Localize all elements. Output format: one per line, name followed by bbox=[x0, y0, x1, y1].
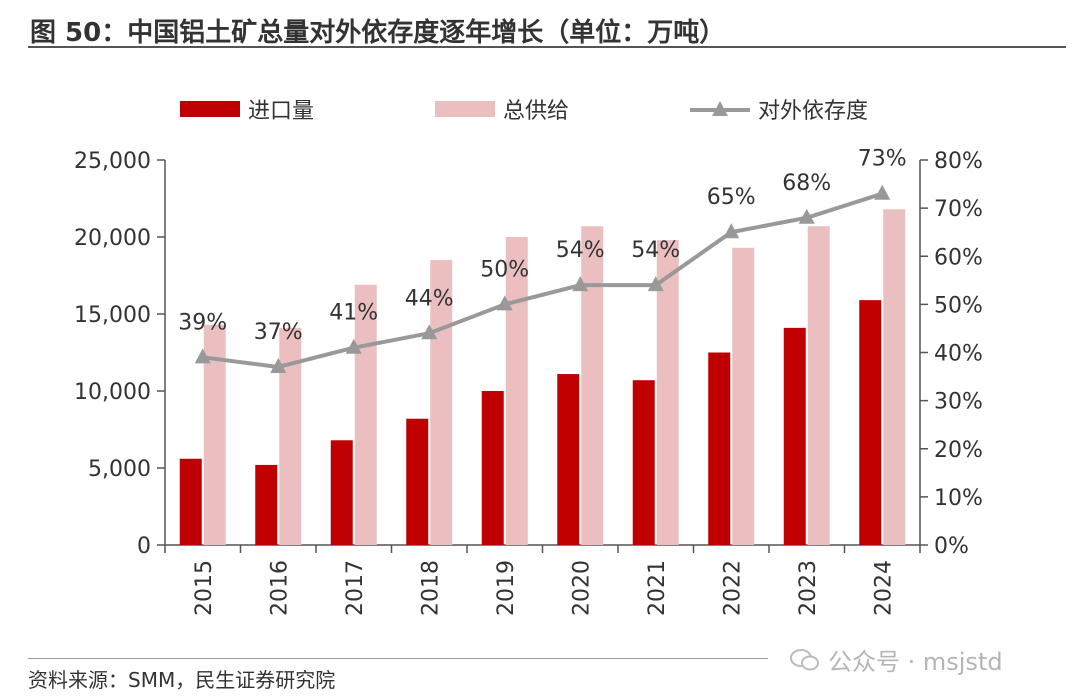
bar-supply bbox=[203, 324, 226, 545]
watermark: 公众号 · msjstd bbox=[790, 642, 1003, 677]
x-tick-label: 2023 bbox=[796, 560, 821, 616]
x-tick-label: 2016 bbox=[267, 560, 292, 616]
right-tick-label: 0% bbox=[934, 534, 969, 559]
bar-line-chart: 进口量 总供给 对外依存度 0 5,000 10,000 15,000 20,000 25,00… bbox=[74, 99, 983, 616]
bar-supply bbox=[656, 240, 679, 545]
point-dependency bbox=[647, 276, 664, 292]
left-tick-label: 15,000 bbox=[74, 303, 151, 328]
x-tick-label: 2019 bbox=[494, 560, 519, 616]
data-label-dependency: 41% bbox=[329, 301, 378, 326]
left-tick-label: 20,000 bbox=[74, 226, 151, 251]
bar-import bbox=[330, 440, 353, 545]
point-dependency bbox=[798, 208, 815, 224]
right-tick-label: 40% bbox=[934, 342, 983, 367]
right-tick-label: 70% bbox=[934, 197, 983, 222]
data-label-dependency: 50% bbox=[480, 257, 529, 282]
x-tick-label: 2017 bbox=[343, 560, 368, 616]
bar-import bbox=[632, 380, 655, 545]
bar-import bbox=[708, 352, 731, 545]
wechat-icon bbox=[790, 648, 819, 670]
bar-supply bbox=[883, 209, 906, 545]
data-label-dependency: 54% bbox=[556, 238, 605, 263]
data-label-dependency: 73% bbox=[858, 147, 907, 172]
bar-import bbox=[179, 458, 202, 545]
title-divider bbox=[28, 46, 1066, 48]
right-tick-label: 20% bbox=[934, 438, 983, 463]
point-dependency bbox=[345, 338, 362, 354]
data-label-dependency: 44% bbox=[405, 286, 454, 311]
right-tick-label: 50% bbox=[934, 293, 983, 318]
bar-import bbox=[557, 374, 580, 545]
series-line-dependency bbox=[202, 191, 883, 369]
point-dependency bbox=[270, 357, 287, 373]
data-label-dependency: 37% bbox=[254, 320, 303, 345]
legend-label-dependency: 对外依存度 bbox=[758, 99, 868, 124]
bar-import bbox=[255, 464, 278, 545]
point-dependency bbox=[194, 348, 211, 364]
legend-marker-dependency bbox=[712, 101, 728, 116]
x-tick-label: 2022 bbox=[720, 560, 745, 616]
x-tick-label: 2024 bbox=[871, 560, 896, 616]
bar-supply bbox=[505, 237, 528, 545]
left-tick-label: 0 bbox=[137, 534, 151, 559]
watermark-text: 公众号 · msjstd bbox=[828, 648, 1003, 676]
source-divider bbox=[28, 658, 768, 659]
bar-supply bbox=[581, 226, 604, 545]
source-note: 资料来源：SMM，民生证券研究院 bbox=[28, 668, 336, 692]
bar-import bbox=[481, 391, 504, 545]
bar-supply bbox=[354, 284, 377, 545]
left-tick-label: 10,000 bbox=[74, 380, 151, 405]
point-dependency bbox=[421, 324, 438, 340]
x-tick-label: 2018 bbox=[418, 560, 443, 616]
bar-import bbox=[783, 327, 806, 545]
chart-title: 图 50：中国铝土矿总量对外依存度逐年增长（单位：万吨） bbox=[30, 18, 726, 48]
legend-label-supply: 总供给 bbox=[503, 99, 569, 124]
legend-swatch-import bbox=[180, 101, 240, 117]
point-dependency bbox=[572, 276, 589, 292]
legend-label-import: 进口量 bbox=[248, 99, 314, 124]
right-tick-label: 30% bbox=[934, 390, 983, 415]
bar-supply bbox=[732, 247, 755, 545]
x-tick-label: 2021 bbox=[645, 560, 670, 616]
point-dependency bbox=[874, 184, 891, 200]
data-label-dependency: 68% bbox=[782, 171, 831, 196]
bar-supply bbox=[807, 226, 830, 545]
x-tick-label: 2020 bbox=[569, 560, 594, 616]
data-label-dependency: 65% bbox=[707, 185, 756, 210]
left-tick-label: 5,000 bbox=[88, 457, 151, 482]
bar-supply bbox=[279, 327, 302, 545]
legend-swatch-supply bbox=[435, 101, 495, 117]
data-label-dependency: 39% bbox=[178, 310, 227, 335]
right-tick-label: 60% bbox=[934, 245, 983, 270]
bar-import bbox=[859, 300, 882, 545]
right-tick-label: 10% bbox=[934, 486, 983, 511]
data-label-dependency: 54% bbox=[631, 238, 680, 263]
left-tick-label: 25,000 bbox=[74, 149, 151, 174]
bar-import bbox=[406, 418, 429, 545]
x-tick-label: 2015 bbox=[192, 560, 217, 616]
point-dependency bbox=[723, 223, 740, 239]
point-dependency bbox=[496, 295, 513, 311]
right-tick-label: 80% bbox=[934, 149, 983, 174]
